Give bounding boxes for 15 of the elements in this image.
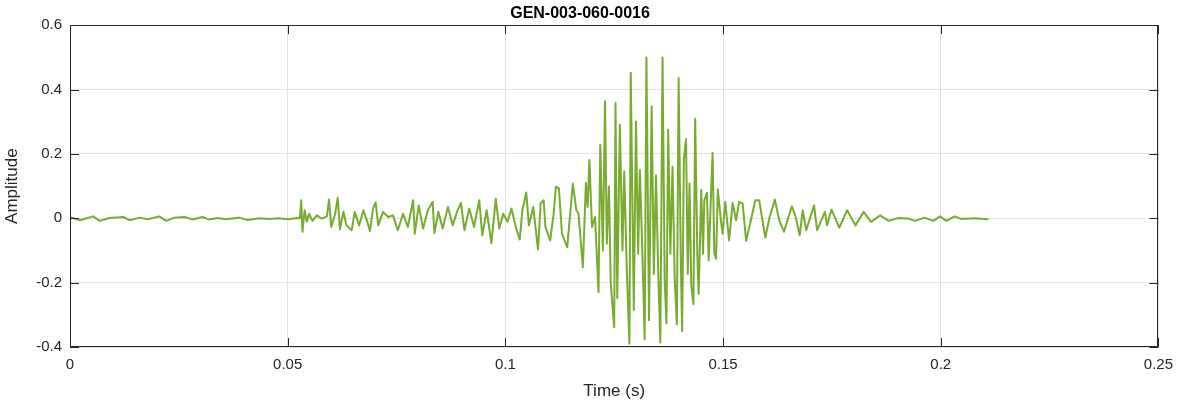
- x-tick-label: 0.1: [494, 355, 516, 373]
- x-tick-label: 0.15: [708, 355, 738, 373]
- y-tick-label: 0: [53, 208, 62, 226]
- x-tick-label: 0.2: [930, 355, 952, 373]
- chart-title: GEN-003-060-0016: [510, 4, 650, 22]
- y-axis-title: Amplitude: [1, 148, 21, 224]
- y-tick-label: 0.2: [41, 144, 62, 162]
- x-tick-label: 0.05: [273, 355, 303, 373]
- x-tick-label: 0.25: [1143, 355, 1173, 373]
- y-tick-label: 0.4: [41, 79, 62, 97]
- y-tick-label: -0.2: [36, 272, 62, 290]
- x-axis-title: Time (s): [583, 381, 646, 401]
- y-tick-label: -0.4: [36, 337, 62, 355]
- x-tick-label: 0: [65, 355, 75, 373]
- y-tick-label: 0.6: [41, 15, 62, 33]
